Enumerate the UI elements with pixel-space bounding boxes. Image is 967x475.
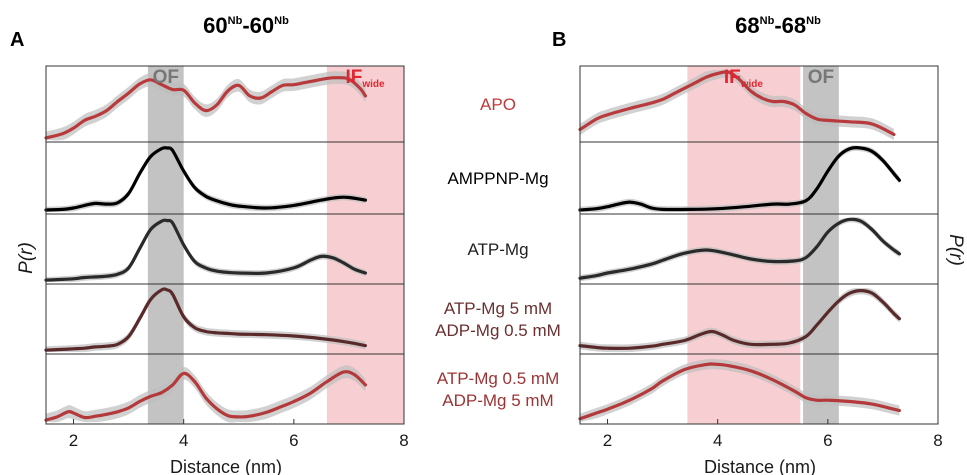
condition-label: ADP-Mg 0.5 mM <box>435 321 561 340</box>
panel-a-plot: OF IFwide 2 4 6 8 <box>44 65 409 450</box>
distance-distribution-line <box>44 146 367 212</box>
panel-b-plot: IFwide OF 2 4 6 8 <box>578 65 943 450</box>
distance-distribution-line <box>44 287 367 352</box>
distance-distribution-line <box>44 218 367 282</box>
condition-label: APO <box>480 95 516 114</box>
region-band-of <box>147 66 184 424</box>
y-axis-label-right: P(r) <box>945 234 966 266</box>
x-tick-label: 8 <box>399 431 408 450</box>
distance-distribution-line <box>578 217 901 280</box>
x-tick-label: 2 <box>69 431 78 450</box>
x-axis-label-b: Distance (nm) <box>704 457 816 475</box>
region-label-of: OF <box>808 67 834 88</box>
region-label-if: IFwide <box>345 67 385 90</box>
x-tick-label: 4 <box>179 431 188 450</box>
x-tick-label: 6 <box>823 431 832 450</box>
panel-letter-a: A <box>10 29 24 51</box>
y-axis-label-left: P(r) <box>16 242 37 274</box>
panel-b-title: 68Nb-68Nb <box>735 13 821 38</box>
region-band-if <box>326 66 404 424</box>
region-label-of: OF <box>153 67 179 88</box>
distance-distribution-line <box>578 289 901 350</box>
distance-distribution-line <box>578 70 896 136</box>
x-axis-label-a: Distance (nm) <box>170 457 282 475</box>
x-tick-label: 2 <box>603 431 612 450</box>
distance-distribution-line <box>44 76 367 140</box>
x-tick-label: 4 <box>713 431 722 450</box>
distance-distribution-line <box>44 370 367 422</box>
uncertainty-band <box>46 287 366 353</box>
condition-label: ATP-Mg 0.5 mM <box>437 369 559 388</box>
region-label-if: IFwide <box>724 67 764 90</box>
uncertainty-band <box>580 358 900 422</box>
condition-label: ATP-Mg <box>467 240 528 259</box>
uncertainty-band <box>46 71 366 141</box>
condition-labels: APO AMPPNP-Mg ATP-Mg ATP-Mg 5 mM ADP-Mg 0.5 … <box>435 95 561 410</box>
uncertainty-band <box>580 287 900 353</box>
panel-frame <box>45 65 405 425</box>
uncertainty-band <box>580 69 894 140</box>
panel-a-title: 60Nb-60Nb <box>203 13 289 38</box>
x-tick-label: 6 <box>289 431 298 450</box>
condition-label: AMPPNP-Mg <box>447 169 548 188</box>
panel-frame <box>579 65 939 425</box>
uncertainty-band <box>46 217 366 283</box>
x-tick-label: 8 <box>933 431 942 450</box>
uncertainty-band <box>46 365 366 423</box>
distance-distribution-line <box>578 146 901 212</box>
condition-label: ADP-Mg 5 mM <box>442 391 553 410</box>
condition-label: ATP-Mg 5 mM <box>444 299 552 318</box>
distance-distribution-line <box>578 362 901 421</box>
panel-letter-b: B <box>552 29 566 51</box>
